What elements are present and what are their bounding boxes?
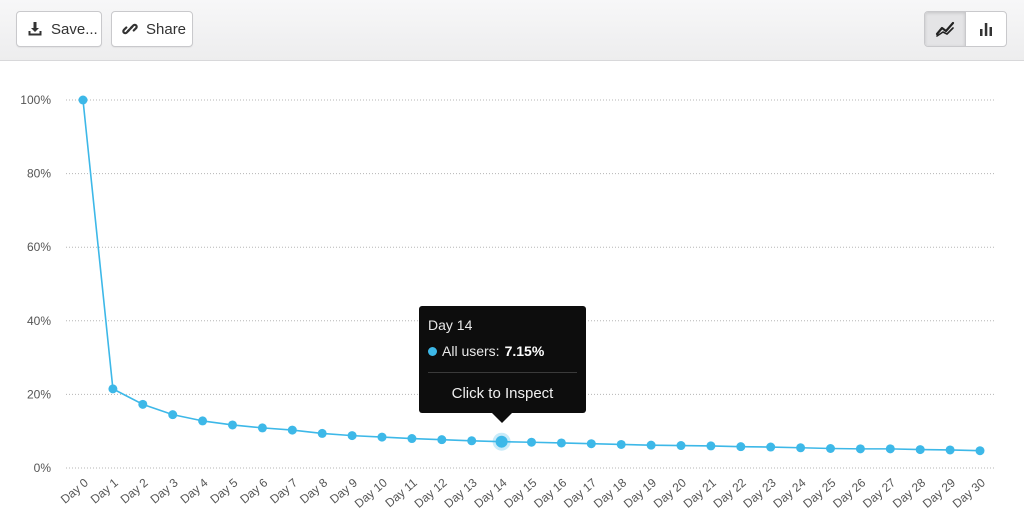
data-point[interactable]	[168, 410, 178, 420]
data-point[interactable]	[796, 443, 806, 453]
x-tick-label: Day 20	[651, 475, 689, 510]
link-icon	[122, 21, 138, 37]
x-tick-label: Day 23	[740, 475, 778, 510]
data-point[interactable]	[826, 443, 835, 453]
data-tooltip: Day 14 All users: 7.15% Click to Inspect	[419, 306, 586, 423]
y-axis: 0% 20% 40% 60% 80% 100%	[20, 93, 51, 475]
x-tick-label: Day 14	[471, 475, 509, 510]
data-point[interactable]	[317, 428, 327, 438]
save-button-label: Save...	[51, 20, 98, 38]
x-tick-label: Day 17	[561, 475, 599, 510]
share-button-label: Share	[146, 20, 187, 38]
grid-lines	[66, 99, 995, 469]
data-point[interactable]	[257, 423, 267, 433]
data-point[interactable]	[646, 440, 656, 450]
x-tick-label: Day 25	[800, 475, 838, 510]
share-button[interactable]: Share	[111, 11, 193, 47]
x-tick-label: Day 21	[681, 475, 719, 510]
data-point[interactable]	[527, 437, 536, 447]
data-point[interactable]	[108, 384, 118, 394]
data-point-highlighted[interactable]	[495, 435, 508, 448]
tooltip-arrow	[492, 413, 512, 423]
data-point[interactable]	[556, 438, 566, 448]
data-point[interactable]	[676, 441, 686, 451]
x-tick-label: Day 4	[178, 475, 211, 506]
y-tick-label: 60%	[27, 240, 51, 254]
data-point[interactable]	[915, 445, 925, 455]
save-button[interactable]: Save...	[16, 11, 102, 47]
line-chart-icon	[935, 21, 955, 37]
data-point[interactable]	[855, 444, 865, 454]
bar-chart-icon	[980, 23, 992, 36]
x-tick-label: Day 10	[352, 475, 390, 510]
x-tick-label: Day 8	[297, 475, 330, 506]
tooltip-row: All users: 7.15%	[428, 343, 544, 359]
data-point[interactable]	[287, 425, 297, 435]
x-tick-label: Day 16	[531, 475, 569, 510]
x-tick-label: Day 26	[830, 475, 868, 510]
y-tick-label: 40%	[27, 314, 51, 328]
y-tick-label: 100%	[20, 93, 51, 107]
x-tick-label: Day 24	[770, 475, 808, 510]
x-tick-label: Day 3	[148, 475, 181, 506]
y-tick-label: 20%	[27, 387, 51, 401]
data-point[interactable]	[945, 445, 955, 455]
x-tick-label: Day 13	[441, 475, 479, 510]
x-tick-label: Day 7	[267, 475, 300, 506]
tooltip-series-label: All users:	[442, 343, 500, 359]
x-tick-label: Day 1	[88, 475, 121, 506]
data-point[interactable]	[377, 432, 387, 442]
inspect-link[interactable]: Click to Inspect	[451, 385, 554, 402]
x-tick-label: Day 22	[711, 475, 749, 510]
series-dot-icon	[428, 346, 437, 356]
x-tick-label: Day 27	[860, 475, 898, 510]
data-point[interactable]	[437, 435, 447, 445]
x-tick-label: Day 5	[207, 475, 240, 506]
data-point[interactable]	[885, 444, 895, 454]
x-tick-label: Day 6	[237, 475, 270, 506]
data-point[interactable]	[78, 95, 88, 105]
data-point[interactable]	[407, 434, 417, 444]
x-tick-label: Day 30	[950, 475, 988, 510]
toolbar: Save... Share	[0, 0, 1024, 61]
tooltip-divider	[428, 372, 577, 373]
data-point[interactable]	[736, 442, 746, 452]
x-tick-label: Day 19	[621, 475, 659, 510]
tooltip-value: 7.15%	[504, 343, 545, 359]
data-point[interactable]	[706, 441, 716, 451]
tooltip-title: Day 14	[428, 317, 473, 333]
x-tick-label: Day 12	[412, 475, 450, 510]
chart-view-toggle	[924, 11, 1007, 47]
data-point[interactable]	[198, 416, 208, 426]
y-tick-label: 0%	[34, 461, 52, 475]
x-tick-label: Day 28	[890, 475, 928, 510]
series-points	[78, 95, 985, 456]
data-point[interactable]	[616, 439, 626, 449]
download-icon	[27, 21, 43, 37]
data-point[interactable]	[586, 439, 596, 449]
x-tick-label: Day 15	[501, 475, 539, 510]
x-tick-label: Day 11	[382, 475, 420, 510]
data-point[interactable]	[347, 431, 357, 441]
bar-view-button[interactable]	[965, 12, 1006, 46]
data-point[interactable]	[467, 436, 477, 446]
x-tick-label: Day 29	[920, 475, 958, 510]
data-point[interactable]	[766, 442, 776, 452]
x-tick-label: Day 18	[591, 475, 629, 510]
data-point[interactable]	[975, 446, 985, 456]
x-tick-label: Day 2	[118, 475, 151, 506]
data-point[interactable]	[228, 420, 237, 430]
y-tick-label: 80%	[27, 167, 51, 181]
line-view-button[interactable]	[925, 12, 965, 46]
data-point[interactable]	[138, 399, 148, 409]
x-tick-label: Day 0	[58, 475, 91, 506]
